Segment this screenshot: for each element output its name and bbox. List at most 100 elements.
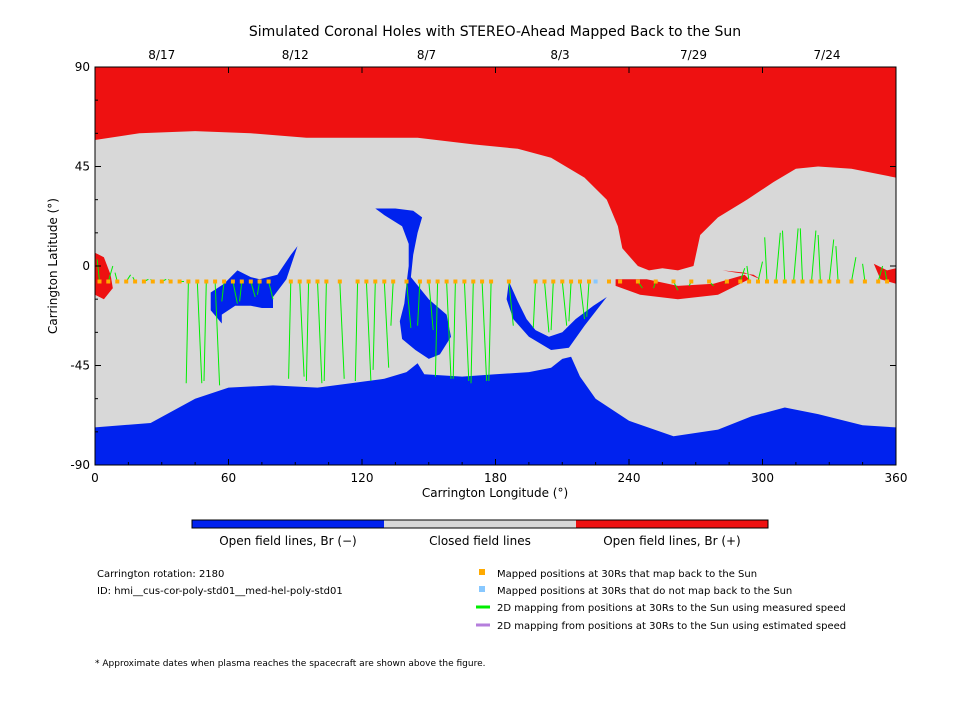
plot-area (94, 66, 897, 466)
positive-region-low-lat-250 (615, 274, 750, 300)
mapped-point (489, 279, 494, 284)
mapped-point (800, 279, 805, 284)
mapped-point (230, 279, 235, 284)
mapping-line (757, 261, 763, 282)
y-tick-label: -45 (70, 359, 90, 373)
colorbar-frame (191, 519, 769, 529)
mapping-line (470, 281, 474, 384)
chart-title: Simulated Coronal Holes with STEREO-Ahea… (249, 24, 741, 40)
mapping-line (305, 281, 310, 382)
mapped-point (204, 279, 209, 284)
mapped-point (818, 279, 823, 284)
colorbar-label-positive: Open field lines, Br (+) (603, 534, 741, 548)
mapped-point (506, 279, 511, 284)
legend-label-mapped: Mapped positions at 30Rs that map back t… (497, 569, 757, 580)
x-axis-label: Carrington Longitude (°) (422, 486, 568, 500)
mapping-line (383, 281, 390, 368)
mapping-line (434, 281, 439, 377)
mapped-point (471, 279, 476, 284)
mapped-point (724, 279, 729, 284)
x-tick-label: 120 (351, 471, 374, 485)
colorbar-label-closed: Closed field lines (429, 534, 531, 548)
mapped-point (618, 279, 623, 284)
mapped-point (373, 279, 378, 284)
x-tick-label: 0 (91, 471, 99, 485)
y-axis: 90 45 0 -45 -90 (70, 60, 896, 472)
mapping-line (339, 281, 345, 379)
mapping-line (782, 230, 786, 282)
mapped-point (248, 279, 253, 284)
mapping-line (203, 281, 207, 382)
mapping-line (828, 239, 835, 282)
mapped-point (239, 279, 244, 284)
mapping-line (221, 281, 225, 302)
mapped-point (133, 279, 138, 284)
mapping-line (544, 281, 550, 333)
y-tick-label: 0 (82, 259, 90, 273)
mapping-line (390, 281, 394, 326)
x-tick-label: 180 (484, 471, 507, 485)
mapped-point (738, 279, 743, 284)
mapping-line (862, 263, 866, 282)
top-date-axis: 8/17 8/12 8/7 8/3 7/29 7/24 (148, 48, 840, 62)
mapping-line (96, 259, 100, 282)
mapped-point (542, 279, 547, 284)
colorbar-positive (576, 520, 768, 528)
mapping-line (550, 281, 554, 331)
x-tick-label: 60 (221, 471, 236, 485)
mapped-point (707, 279, 712, 284)
mapping-line (372, 281, 376, 370)
mapping-line (835, 246, 839, 282)
negative-region-mid-200 (506, 281, 607, 350)
mapping-line (775, 232, 781, 282)
mapping-line (508, 281, 514, 326)
positive-open-regions (95, 67, 896, 300)
mapped-point (257, 279, 262, 284)
colorbar-closed (384, 520, 576, 528)
mapping-line (561, 281, 568, 326)
mapped-point (862, 279, 867, 284)
mapping-line (446, 281, 452, 379)
mapped-point (462, 279, 467, 284)
colorbar: Open field lines, Br (−) Closed field li… (191, 519, 769, 548)
mapping-line (232, 281, 238, 304)
mapped-point (809, 279, 814, 284)
mapped-point (782, 279, 787, 284)
mapping-line (417, 281, 421, 326)
mapping-line (299, 281, 305, 377)
mapped-point (426, 279, 431, 284)
mapped-point (560, 279, 565, 284)
legend-marker-not-mapped (479, 586, 485, 592)
mapping-line (568, 281, 572, 322)
mapping-line (463, 281, 470, 382)
x-axis: 0 60 120 180 240 300 360 (91, 67, 907, 485)
mapped-point (587, 279, 591, 284)
mapped-point (106, 279, 111, 284)
mapping-line (406, 281, 412, 328)
legend-label-measured: 2D mapping from positions at 30Rs to the… (497, 603, 846, 614)
mapped-point (849, 279, 854, 284)
mapping-line (365, 281, 372, 382)
mapped-point (186, 279, 191, 284)
mapped-point (195, 279, 200, 284)
positive-region-west-edge (95, 252, 113, 300)
mapped-point (747, 279, 752, 284)
carrington-rotation: Carrington rotation: 2180 (97, 569, 224, 580)
mapped-point (337, 279, 342, 284)
positive-region-east-edge (873, 263, 896, 284)
mapping-line (428, 281, 434, 331)
mapped-point (551, 279, 556, 284)
mapped-point (297, 279, 302, 284)
mapping-line (268, 281, 274, 300)
positive-region-low-lat-295 (722, 270, 761, 280)
mapped-point (653, 279, 658, 284)
model-id: ID: hmi__cus-cor-poly-std01__med-hel-pol… (97, 586, 343, 597)
mapped-point (635, 279, 640, 284)
mapped-point (671, 279, 676, 284)
mapped-point (382, 279, 387, 284)
mapping-line (817, 234, 821, 282)
mapping-line (107, 265, 114, 282)
mapped-point (435, 279, 440, 284)
mapping-line (579, 281, 585, 320)
mapped-point (480, 279, 485, 284)
